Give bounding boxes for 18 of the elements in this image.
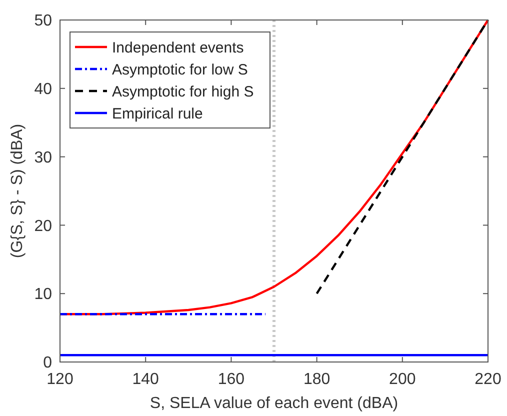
y-tick-label: 50 (34, 12, 52, 30)
x-tick-label: 140 (132, 371, 160, 388)
y-tick-label: 30 (34, 149, 52, 166)
y-tick-label: 20 (34, 218, 52, 235)
y-tick-label: 0 (43, 354, 52, 372)
x-tick-label: 160 (218, 371, 245, 388)
legend-label: Asymptotic for low S (112, 61, 248, 78)
y-tick-label: 40 (34, 81, 52, 98)
legend-label: Independent events (112, 39, 244, 56)
y-tick-label: 10 (34, 286, 52, 304)
x-tick-label: 180 (303, 371, 330, 388)
legend-label: Empirical rule (112, 105, 203, 122)
legend-label: Asymptotic for high S (112, 83, 254, 100)
y-axis-title: (G{S, S} - S) (dBA) (9, 124, 26, 258)
x-tick-label: 200 (389, 371, 416, 388)
x-tick-label: 220 (474, 371, 502, 388)
x-axis-title: S, SELA value of each event (dBA) (150, 395, 398, 412)
x-tick-label: 120 (46, 371, 74, 388)
